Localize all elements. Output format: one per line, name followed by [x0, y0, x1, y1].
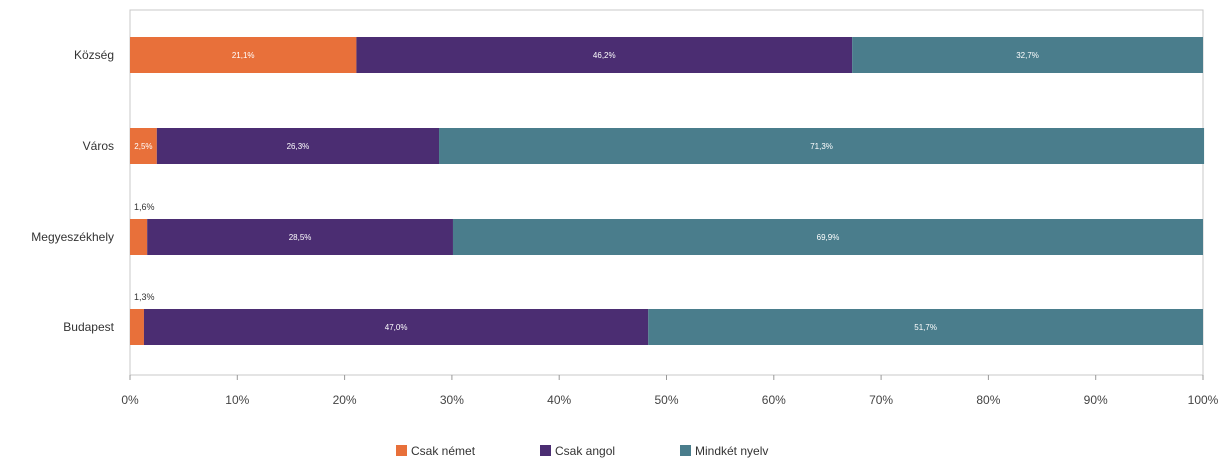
- bar-segment: [143, 309, 649, 345]
- bar-data-label: 26,3%: [287, 142, 310, 151]
- x-tick-label: 30%: [440, 393, 464, 407]
- x-tick-label: 40%: [547, 393, 571, 407]
- legend-label: Csak angol: [555, 444, 615, 458]
- x-tick-label: 10%: [225, 393, 249, 407]
- bar-segment: [156, 128, 440, 164]
- legend-swatch: [540, 445, 551, 456]
- legend: Csak német Csak angol Mindkét nyelv: [396, 444, 768, 458]
- x-tick-label: 90%: [1084, 393, 1108, 407]
- x-tick-label: 70%: [869, 393, 893, 407]
- bar-segment: [852, 37, 1203, 73]
- legend-swatch: [680, 445, 691, 456]
- bar-data-label: 1,3%: [134, 292, 155, 302]
- category-label: Város: [83, 139, 114, 153]
- category-labels: Község Város Megyeszékhely Budapest: [31, 48, 114, 334]
- x-tick-label: 0%: [121, 393, 139, 407]
- bar-data-label: 1,6%: [134, 202, 155, 212]
- bar-segment: [356, 37, 853, 73]
- bar-data-label: 32,7%: [1016, 51, 1039, 60]
- bar-segment: [648, 309, 1203, 345]
- bar-data-label: 69,9%: [817, 233, 840, 242]
- legend-label: Mindkét nyelv: [695, 444, 768, 458]
- x-axis-ticks: 0% 10% 20% 30% 40% 50% 60% 70% 80% 90% 100%: [121, 375, 1219, 407]
- bar-data-label: 28,5%: [289, 233, 312, 242]
- legend-label: Csak német: [411, 444, 476, 458]
- bar-segment: [130, 128, 157, 164]
- bar-data-label: 46,2%: [593, 51, 616, 60]
- x-tick-label: 100%: [1188, 393, 1219, 407]
- x-tick-label: 80%: [976, 393, 1000, 407]
- bar-segment: [130, 309, 144, 345]
- bar-data-label: 47,0%: [385, 323, 408, 332]
- x-tick-label: 60%: [762, 393, 786, 407]
- x-tick-label: 50%: [654, 393, 678, 407]
- bar-data-label: 71,3%: [810, 142, 833, 151]
- bar-segment: [452, 219, 1203, 255]
- bar-segment: [439, 128, 1205, 164]
- bar-segment: [130, 37, 357, 73]
- category-label: Budapest: [63, 320, 114, 334]
- category-label: Község: [74, 48, 114, 62]
- bar-segment: [147, 219, 453, 255]
- bar-data-label: 21,1%: [232, 51, 255, 60]
- bar-data-label: 2,5%: [134, 142, 152, 151]
- legend-swatch: [396, 445, 407, 456]
- x-tick-label: 20%: [333, 393, 357, 407]
- bar-segment: [130, 219, 148, 255]
- category-label: Megyeszékhely: [31, 230, 114, 244]
- bars-layer: 21,1% 46,2% 32,7% 2,5% 26,3% 71,3% 1,6% 28,5% 69…: [130, 37, 1205, 345]
- bar-data-label: 51,7%: [914, 323, 937, 332]
